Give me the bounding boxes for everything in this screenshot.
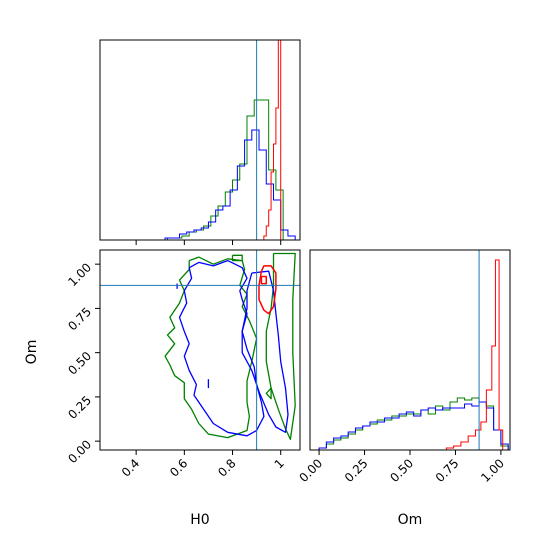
joint-panel: 0.4 0.6 0.8 1 0.00 0.25 0.50 0.75 1.00 H0 Om [24, 249, 301, 528]
contour-red-1 [260, 275, 268, 285]
h0-histogram-panel [99, 39, 301, 245]
h0-histogram-ticks [135, 240, 282, 245]
om-hist-x-tick-label-1: 0.25 [342, 456, 371, 485]
joint-frame [99, 249, 301, 451]
om-hist-x-tick-label-3: 0.75 [433, 456, 462, 485]
joint-y-tick-label-3: 0.75 [65, 305, 94, 334]
om-histogram-panel: 0.00 0.25 0.50 0.75 1.00 Om [296, 249, 511, 528]
contour-green-1 [164, 256, 258, 439]
om-hist-x-tick-label-0: 0.00 [296, 456, 325, 485]
om-histogram-frame [309, 249, 511, 451]
joint-y-tick-label-2: 0.50 [65, 349, 94, 378]
joint-x-tick-label-2: 0.8 [215, 456, 238, 479]
h0-red-histogram [263, 39, 282, 240]
om-red-histogram [445, 259, 504, 450]
om-blue-histogram [318, 401, 509, 450]
contour-red-0 [258, 265, 277, 315]
joint-y-tick-label-1: 0.25 [65, 393, 94, 422]
om-hist-x-tick-label-4: 1.00 [478, 456, 507, 485]
joint-contours [164, 252, 296, 441]
om-histogram-ticks: 0.00 0.25 0.50 0.75 1.00 [296, 450, 507, 485]
joint-x-tick-label-3: 1 [272, 456, 287, 471]
h0-green-histogram [166, 99, 291, 241]
om-histogram-series [318, 259, 509, 450]
contour-green-3 [265, 387, 272, 400]
h0-histogram-series [164, 39, 296, 241]
joint-y-tick-label-0: 0.00 [65, 437, 94, 466]
h0-histogram-frame [99, 39, 301, 241]
om-histogram-axis-label: Om [398, 512, 423, 528]
om-green-histogram [318, 397, 509, 450]
h0-blue-histogram [164, 129, 296, 240]
om-hist-x-tick-label-2: 0.50 [387, 456, 416, 485]
contour-green-2 [231, 254, 243, 262]
contour-blue-1 [241, 270, 289, 433]
joint-y-tick-label-4: 1.00 [65, 260, 94, 289]
joint-x-ticks: 0.4 0.6 0.8 1 [119, 450, 287, 480]
joint-x-tick-label-1: 0.6 [167, 456, 190, 479]
joint-y-ticks: 0.00 0.25 0.50 0.75 1.00 [65, 260, 100, 466]
h0-axis-label: H0 [190, 512, 209, 528]
joint-x-tick-label-0: 0.4 [119, 456, 142, 479]
om-axis-label: Om [24, 340, 40, 365]
